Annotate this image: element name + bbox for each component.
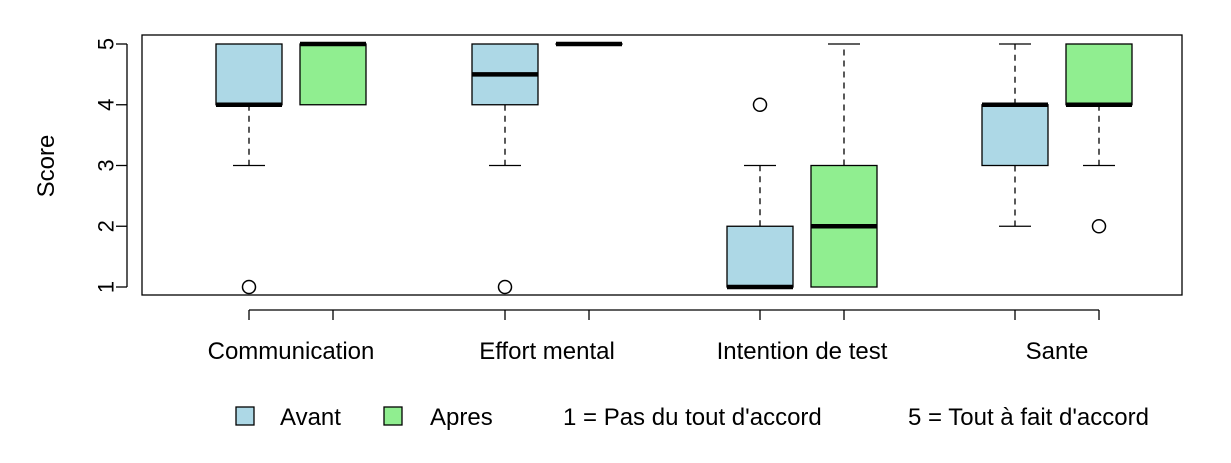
outlier-point-0 — [243, 281, 256, 294]
box-avant-0 — [216, 44, 282, 294]
legend-swatch-avant — [236, 407, 254, 425]
legend-swatch-apres — [384, 407, 402, 425]
box-body — [216, 44, 282, 105]
y-tick-label-2: 2 — [94, 220, 119, 232]
legend-note-low: 1 = Pas du tout d'accord — [563, 404, 822, 431]
outlier-point-0 — [754, 98, 767, 111]
box-body — [300, 44, 366, 105]
x-tick-label-intention-de-test: Intention de test — [717, 338, 888, 365]
box-body — [727, 226, 793, 287]
box-avant-2 — [727, 98, 793, 287]
x-tick-label-effort-mental: Effort mental — [479, 338, 615, 365]
box-apres-3 — [1066, 44, 1132, 233]
x-tick-label-communication: Communication — [208, 338, 375, 365]
legend-label-avant: Avant — [280, 404, 341, 431]
box-avant-3 — [982, 44, 1048, 226]
legend-note-high: 5 = Tout à fait d'accord — [908, 404, 1149, 431]
box-apres-2 — [811, 44, 877, 287]
y-ticks: 1 2 3 4 5 — [94, 38, 128, 293]
box-apres-0 — [300, 44, 366, 105]
y-tick-label-4: 4 — [94, 99, 119, 111]
x-tick-label-sante: Sante — [1026, 338, 1089, 365]
boxes — [216, 44, 1132, 294]
x-ticks: Communication Effort mental Intention de t… — [208, 310, 1099, 365]
legend: Avant Apres 1 = Pas du tout d'accord 5 =… — [236, 404, 1149, 431]
box-body — [1066, 44, 1132, 105]
y-axis-label: Score — [33, 135, 60, 198]
y-tick-label-5: 5 — [94, 38, 119, 50]
box-body — [982, 105, 1048, 166]
y-tick-label-1: 1 — [94, 281, 119, 293]
box-avant-1 — [472, 44, 538, 294]
outlier-point-0 — [499, 281, 512, 294]
legend-label-apres: Apres — [430, 404, 493, 431]
y-tick-label-3: 3 — [94, 159, 119, 171]
outlier-point-0 — [1093, 220, 1106, 233]
